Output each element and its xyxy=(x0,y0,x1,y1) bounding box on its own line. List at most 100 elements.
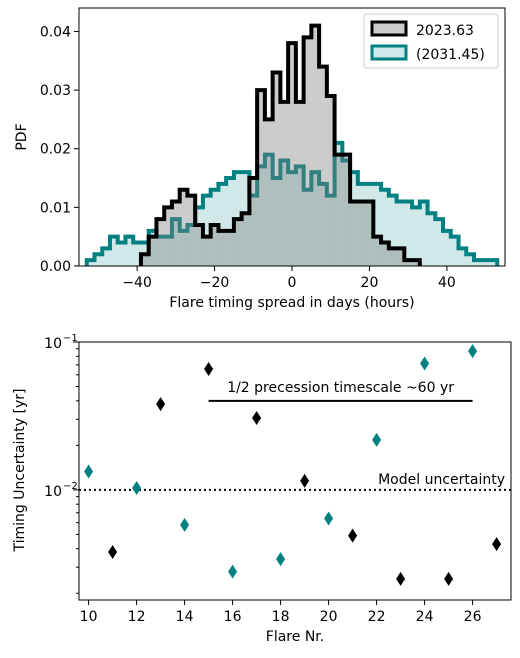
hist-bar xyxy=(226,230,234,266)
hist-bar xyxy=(381,189,389,266)
hist-bar xyxy=(443,230,451,266)
diamond-marker xyxy=(420,356,430,371)
hist-bar xyxy=(350,172,358,266)
hist-bar xyxy=(187,195,196,266)
hist-bar xyxy=(303,37,312,267)
hist-bar xyxy=(125,236,134,266)
hist-bar xyxy=(241,172,250,266)
diamond-marker xyxy=(204,361,214,376)
hist-bar xyxy=(388,248,397,266)
scatter-series-0 xyxy=(84,344,478,579)
y-tick-exponent: −2 xyxy=(63,481,78,492)
x-tick-label: 0 xyxy=(288,275,297,291)
hist-bar xyxy=(381,242,389,266)
hist-bar xyxy=(272,178,281,266)
hist-bar xyxy=(435,219,444,266)
hist-bar xyxy=(226,178,234,266)
hist-bar xyxy=(481,260,490,266)
hist-bar xyxy=(342,160,351,266)
diamond-marker xyxy=(396,571,406,586)
histogram-panel: −40 −20 0 20 40 0.00 0.01 0.02 0.03 0.04 Flare t… xyxy=(14,7,506,311)
diamond-marker xyxy=(468,344,478,359)
hist-bar xyxy=(94,254,103,266)
legend-label-black: 2023.63 xyxy=(416,23,474,39)
diamond-marker xyxy=(228,564,238,579)
x-tick-label: 40 xyxy=(438,275,456,291)
x-tick-label: 16 xyxy=(224,609,242,625)
hist-bar xyxy=(365,201,374,266)
hist-series-0 xyxy=(84,140,500,266)
hist-bar xyxy=(458,248,467,266)
hist-bar xyxy=(195,224,203,266)
hist-bar xyxy=(450,236,459,266)
x-tick-label: 22 xyxy=(368,609,386,625)
histogram-x-axis-label: Flare timing spread in days (hours) xyxy=(169,295,414,311)
hist-bar xyxy=(249,195,258,266)
hist-bar xyxy=(187,224,196,266)
scatter-series-1 xyxy=(108,361,502,586)
hist-bar xyxy=(117,242,126,266)
hist-bar xyxy=(357,201,366,266)
y-tick-label: 0.03 xyxy=(40,83,71,99)
histogram-y-axis-label: PDF xyxy=(14,123,30,150)
hist-bar xyxy=(365,183,374,266)
diamond-marker xyxy=(276,552,286,567)
hist-bar xyxy=(210,189,219,266)
hist-bar xyxy=(241,213,250,266)
hist-bar xyxy=(311,25,320,266)
hist-bar xyxy=(272,72,281,266)
y-tick-exponent: −1 xyxy=(63,333,78,344)
hist-bar xyxy=(148,230,157,266)
hist-bar xyxy=(202,236,211,266)
hist-bar xyxy=(257,90,265,266)
diamond-marker xyxy=(324,511,334,526)
hist-bar xyxy=(326,95,335,266)
hist-bar xyxy=(218,230,227,266)
hist-bar xyxy=(264,154,273,266)
hist-bar xyxy=(357,183,366,266)
hist-bar xyxy=(396,248,405,266)
hist-outline xyxy=(84,140,500,266)
hist-bar xyxy=(350,201,358,266)
x-tick-label: 24 xyxy=(416,609,434,625)
hist-bar xyxy=(249,178,258,266)
hist-bar xyxy=(202,195,211,266)
scatter-frame xyxy=(78,341,512,601)
hist-bar xyxy=(171,201,180,266)
hist-bar xyxy=(295,166,304,266)
hist-bar xyxy=(419,201,428,266)
legend-label-teal: (2031.45) xyxy=(416,47,485,63)
hist-bar xyxy=(164,207,172,266)
hist-bar xyxy=(156,219,165,266)
hist-bar xyxy=(109,236,118,266)
x-tick-label: 20 xyxy=(320,609,338,625)
hist-bar xyxy=(396,201,405,266)
diamond-marker xyxy=(84,464,94,479)
hist-bar xyxy=(233,219,242,266)
hist-bar xyxy=(311,172,320,266)
hist-bar xyxy=(280,101,289,267)
diamond-marker xyxy=(372,432,382,447)
x-tick-label: 26 xyxy=(464,609,482,625)
diamond-marker xyxy=(180,517,190,532)
y-tick-label: 0.02 xyxy=(40,142,71,158)
diamond-marker xyxy=(156,397,166,412)
hist-bar xyxy=(388,195,397,266)
x-tick-label: 14 xyxy=(176,609,194,625)
diamond-marker xyxy=(252,411,262,426)
x-tick-label: 10 xyxy=(80,609,98,625)
y-tick-label: 0.04 xyxy=(40,24,71,40)
hist-bar xyxy=(140,254,149,266)
hist-bar xyxy=(195,207,203,266)
x-tick-label: −40 xyxy=(122,275,152,291)
hist-bar xyxy=(280,160,289,266)
hist-bar xyxy=(427,213,436,266)
hist-bar xyxy=(466,254,475,266)
scatter-plot-area xyxy=(79,342,511,600)
hist-series-1 xyxy=(138,23,422,267)
hist-bar xyxy=(412,207,420,266)
precession-timescale-label: 1/2 precession timescale ~60 yr xyxy=(227,380,454,396)
diamond-marker xyxy=(132,480,142,495)
hist-bar xyxy=(171,219,180,266)
